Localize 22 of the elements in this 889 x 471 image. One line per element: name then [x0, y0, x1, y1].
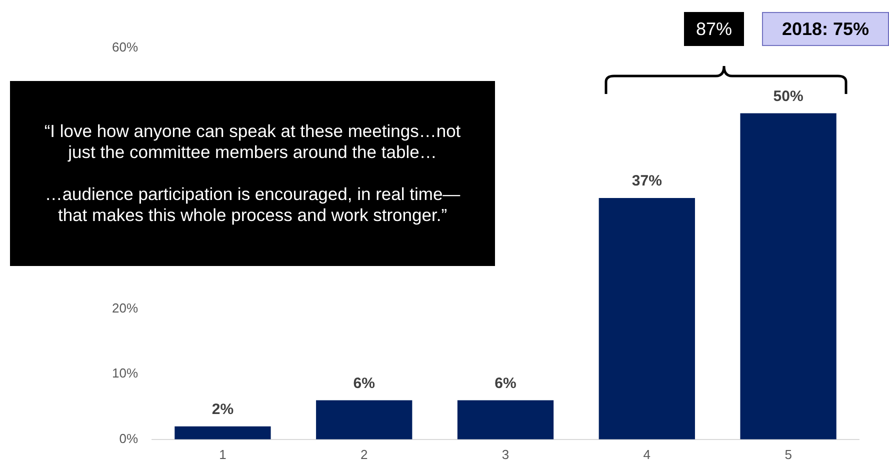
y-tick-label: 0%: [119, 430, 138, 446]
y-tick-label: 60%: [112, 40, 138, 55]
quote-box: “I love how anyone can speak at these meetings…not just the committee members around the table… …audience participation is encouraged, in real time—that makes this whole process and work stronger.”: [10, 81, 495, 266]
bar: [598, 198, 695, 440]
bar: [174, 426, 271, 440]
text: 2018: 75%: [762, 12, 889, 46]
bar: [740, 113, 836, 440]
data-label: 6%: [494, 374, 516, 392]
data-label: 37%: [632, 172, 662, 190]
y-tick-label: 10%: [112, 366, 138, 381]
x-tick-label: 4: [643, 446, 651, 462]
bar: [457, 400, 554, 440]
data-label: 6%: [353, 374, 375, 392]
x-tick-label: 3: [502, 446, 510, 462]
x-tick-label: 2: [360, 446, 368, 462]
text: 87%: [684, 12, 744, 46]
data-label: 50%: [773, 88, 804, 105]
data-label: 2%: [212, 400, 234, 418]
bar: [316, 400, 412, 440]
y-tick-label: 20%: [112, 300, 138, 316]
x-tick-label: 5: [784, 446, 792, 462]
x-tick-label: 1: [219, 446, 226, 462]
